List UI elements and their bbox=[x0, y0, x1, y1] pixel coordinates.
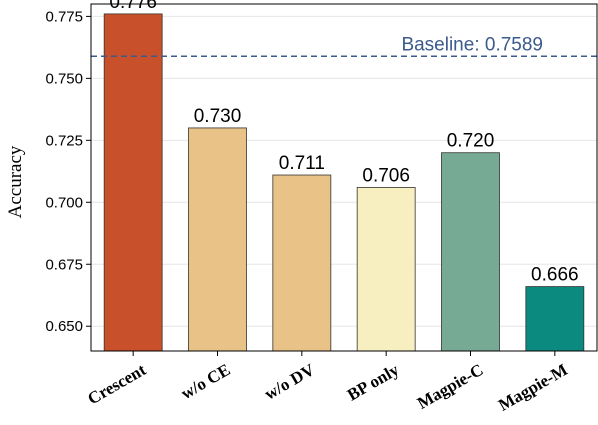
data-labels: 0.776 0.730 0.711 0.706 0.720 0.666 bbox=[109, 0, 578, 286]
y-tick-label: 0.675 bbox=[45, 256, 83, 273]
y-tick-label: 0.750 bbox=[45, 70, 83, 87]
x-tick-label: Crescent bbox=[84, 360, 149, 409]
data-label: 0.706 bbox=[362, 165, 410, 186]
x-ticks: Crescent w/o CE w/o DV BP only Magpie-C Magpi… bbox=[84, 351, 571, 415]
x-tick-label: BP only bbox=[344, 360, 403, 405]
data-label: 0.720 bbox=[447, 131, 495, 152]
y-tick-label: 0.700 bbox=[45, 194, 83, 211]
bar-crescent bbox=[103, 13, 163, 352]
data-label: 0.666 bbox=[531, 265, 579, 286]
y-ticks: 0.650 0.675 0.700 0.725 0.750 0.775 bbox=[45, 8, 91, 335]
x-tick-label: w/o DV bbox=[261, 360, 318, 404]
bar-bp-only bbox=[356, 187, 416, 352]
y-axis-label: Accuracy bbox=[5, 145, 26, 218]
data-label: 0.711 bbox=[279, 153, 325, 174]
axes bbox=[90, 3, 598, 352]
bar-magpie-m bbox=[525, 286, 585, 352]
data-label: 0.776 bbox=[109, 0, 157, 13]
bar-magpie-c bbox=[441, 152, 500, 352]
x-tick-label: Magpie-C bbox=[414, 360, 486, 413]
bar-w-o-ce bbox=[188, 127, 247, 352]
plot-frame bbox=[90, 3, 598, 352]
grid-lines bbox=[91, 15, 597, 327]
y-tick-label: 0.725 bbox=[45, 132, 83, 149]
baseline-label: Baseline: 0.7589 bbox=[401, 34, 543, 55]
x-tick-label: Magpie-M bbox=[495, 360, 571, 415]
y-tick-label: 0.650 bbox=[45, 318, 83, 335]
y-tick-label: 0.775 bbox=[45, 8, 83, 25]
bar-w-o-dv bbox=[272, 174, 332, 352]
data-label: 0.730 bbox=[194, 106, 242, 127]
bars bbox=[103, 13, 585, 352]
x-tick-label: w/o CE bbox=[178, 360, 234, 403]
baseline: Baseline: 0.7589 bbox=[91, 34, 597, 58]
